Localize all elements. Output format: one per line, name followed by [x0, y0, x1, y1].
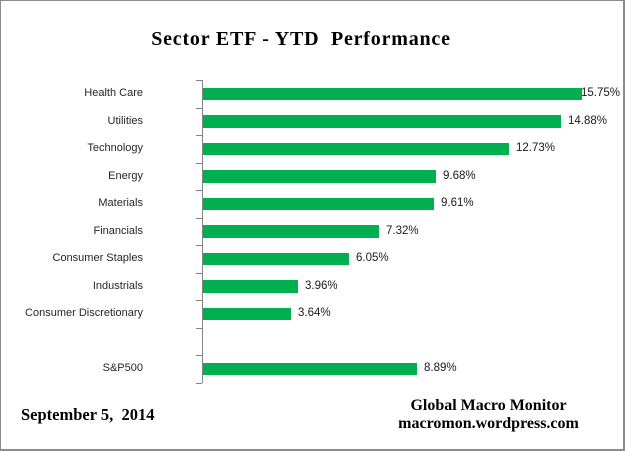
category-label: Energy [108, 169, 143, 182]
category-label: Technology [87, 142, 143, 154]
axis-tick [196, 162, 202, 164]
bar [203, 362, 417, 375]
value-label: 15.75% [581, 87, 621, 99]
axis-tick [196, 107, 202, 109]
value-label: 9.68% [443, 169, 476, 182]
bar [203, 170, 436, 183]
category-label: Utilities [107, 114, 143, 127]
category-label: Consumer Discretionary [25, 307, 143, 319]
bar [203, 225, 379, 238]
value-label: 3.64% [298, 307, 331, 319]
value-label: 8.89% [424, 362, 457, 374]
bar [203, 280, 298, 293]
axis-tick [196, 272, 202, 274]
value-label: 3.96% [305, 279, 338, 292]
axis-tick [196, 217, 202, 219]
bar [203, 197, 434, 210]
axis-line [202, 80, 203, 383]
source-title: Global Macro Monitor [410, 397, 567, 414]
axis-tick [196, 327, 202, 329]
category-label: Health Care [84, 87, 143, 99]
axis-tick [196, 300, 202, 301]
category-label: Consumer Staples [52, 252, 144, 264]
axis-tick [196, 190, 202, 191]
source-url: macromon.wordpress.com [398, 415, 579, 432]
category-label: Industrials [92, 279, 143, 292]
axis-tick [196, 355, 202, 356]
page-title: Sector ETF - YTD Performance [151, 28, 451, 50]
axis-tick [196, 135, 202, 136]
value-label: 14.88% [568, 114, 608, 127]
value-label: 9.61% [441, 197, 474, 209]
bar [203, 252, 349, 265]
axis-tick [196, 382, 202, 384]
bar [203, 142, 509, 155]
category-label: S&P500 [102, 362, 143, 374]
category-label: Materials [98, 197, 143, 209]
bar [203, 87, 582, 100]
value-label: 12.73% [516, 142, 556, 154]
footer-date: September 5, 2014 [21, 405, 155, 424]
bar [203, 307, 291, 320]
bar [203, 115, 561, 128]
category-label: Financials [93, 224, 143, 237]
axis-tick [196, 80, 202, 81]
value-label: 7.32% [386, 224, 419, 237]
source-block: Global Macro Monitor macromon.wordpress.… [331, 397, 623, 433]
axis-tick [196, 245, 202, 246]
value-label: 6.05% [356, 252, 389, 264]
